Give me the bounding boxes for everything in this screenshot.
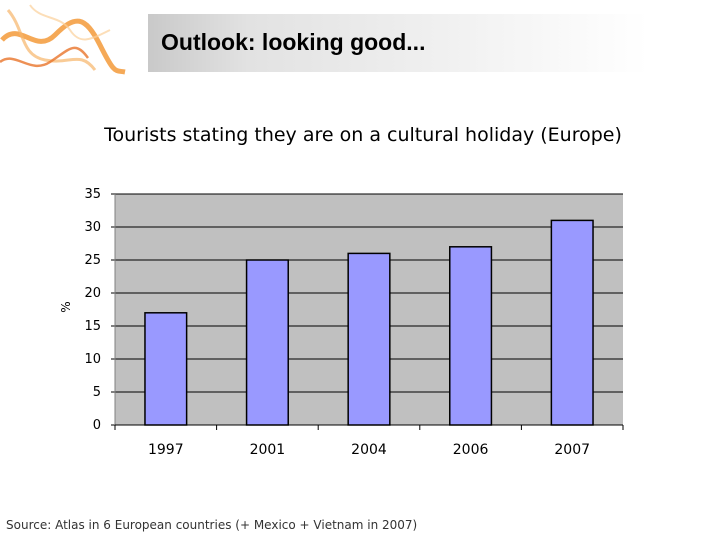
y-tick-label: 35 [84,187,101,202]
x-tick-label: 2006 [453,442,489,458]
bar [550,219,594,426]
x-tick-label: 2001 [250,442,286,458]
y-tick-label: 30 [84,220,101,235]
y-axis-label: % [59,301,73,313]
x-tick-label: 2007 [554,442,590,458]
y-tick-label: 0 [93,418,101,433]
y-tick-label: 20 [84,286,101,301]
y-tick-label: 15 [84,319,101,334]
bar [245,259,289,426]
source-note: Source: Atlas in 6 European countries (+… [6,518,418,532]
title-band [148,14,648,72]
x-tick-label: 1997 [148,442,184,458]
bar [144,312,188,426]
chart-title: Tourists stating they are on a cultural … [104,124,622,146]
smoke-swirl-logo [0,4,126,75]
bar [449,246,493,426]
y-tick-label: 10 [84,352,101,367]
y-tick-label: 25 [84,253,101,268]
page-title: Outlook: looking good... [161,29,426,55]
y-tick-label: 5 [93,385,101,400]
bar [347,252,391,426]
x-tick-label: 2004 [351,442,387,458]
